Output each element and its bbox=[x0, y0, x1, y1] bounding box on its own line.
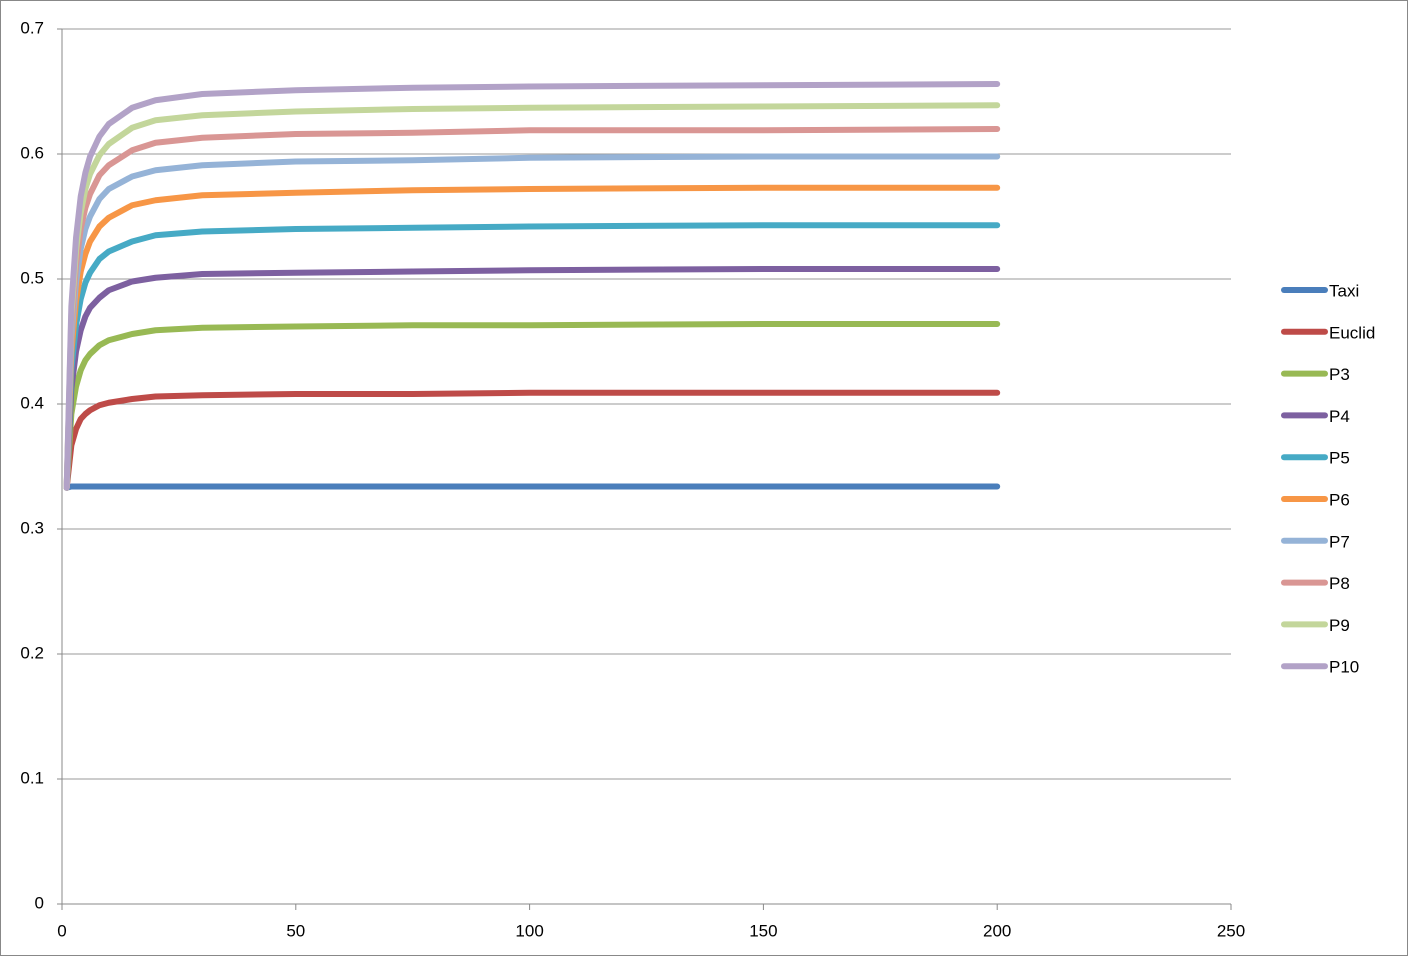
y-tick-label: 0.4 bbox=[20, 393, 44, 412]
legend-label: P6 bbox=[1329, 490, 1350, 509]
legend-label: P4 bbox=[1329, 407, 1350, 426]
y-tick-label: 0.3 bbox=[20, 518, 44, 537]
legend-label: Taxi bbox=[1329, 281, 1359, 300]
legend-label: P7 bbox=[1329, 532, 1350, 551]
x-tick-label: 100 bbox=[515, 921, 543, 940]
y-tick-label: 0.7 bbox=[20, 18, 44, 37]
series-line bbox=[63, 222, 1001, 491]
legend-label: P5 bbox=[1329, 449, 1350, 468]
legend-label: P10 bbox=[1329, 658, 1359, 677]
x-tick-label: 200 bbox=[983, 921, 1011, 940]
legend-label: Euclid bbox=[1329, 323, 1375, 342]
series-line bbox=[63, 321, 1001, 491]
x-tick-label: 0 bbox=[57, 921, 66, 940]
x-tick-label: 250 bbox=[1217, 921, 1245, 940]
legend-label: P8 bbox=[1329, 574, 1350, 593]
legend-label: P3 bbox=[1329, 365, 1350, 384]
series-line bbox=[63, 389, 1001, 491]
y-tick-label: 0.5 bbox=[20, 268, 44, 287]
y-tick-label: 0.2 bbox=[20, 643, 44, 662]
y-tick-label: 0.1 bbox=[20, 768, 44, 787]
y-tick-label: 0.6 bbox=[20, 143, 44, 162]
y-tick-label: 0 bbox=[35, 893, 44, 912]
x-tick-label: 50 bbox=[286, 921, 305, 940]
legend-label: P9 bbox=[1329, 616, 1350, 635]
series-line bbox=[63, 483, 1001, 491]
x-tick-label: 150 bbox=[749, 921, 777, 940]
series-line bbox=[63, 266, 1001, 491]
series-line bbox=[63, 81, 1001, 491]
